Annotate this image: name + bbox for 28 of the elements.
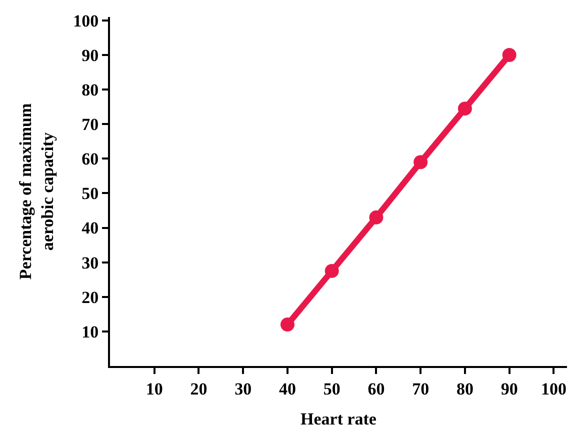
y-tick-label: 80 [82, 80, 99, 100]
y-tick-label: 20 [82, 288, 99, 307]
x-tick-label: 80 [456, 379, 474, 398]
point [458, 102, 472, 116]
point [414, 155, 428, 170]
point [369, 210, 384, 224]
y-tick-label: 10 [82, 322, 99, 342]
x-tick-label: 40 [278, 379, 296, 398]
x-tick-label: 20 [190, 379, 208, 398]
point [502, 48, 516, 62]
point [280, 318, 294, 332]
x-tick-label: 10 [146, 379, 163, 398]
x-tick-label: 50 [323, 379, 340, 398]
x-tick-label: 30 [234, 379, 252, 398]
point [324, 264, 339, 278]
x-tick-label: 100 [540, 379, 566, 398]
x-tick-label: 60 [368, 379, 385, 398]
y-tick-label: 70 [82, 115, 99, 134]
x-axis-title: Heart rate [300, 409, 377, 428]
y-tick-label: 100 [73, 11, 99, 30]
y-tick-label: 30 [82, 253, 99, 272]
y-tick-label: 50 [82, 184, 99, 204]
y-axis-title: Percentage of maximum aerobic capacity [16, 103, 58, 280]
y-tick-label: 40 [82, 218, 99, 238]
x-tick-label: 70 [412, 379, 430, 398]
x-tick-label: 90 [500, 379, 518, 398]
y-tick-label: 90 [82, 46, 99, 65]
y-tick-label: 60 [82, 150, 99, 169]
